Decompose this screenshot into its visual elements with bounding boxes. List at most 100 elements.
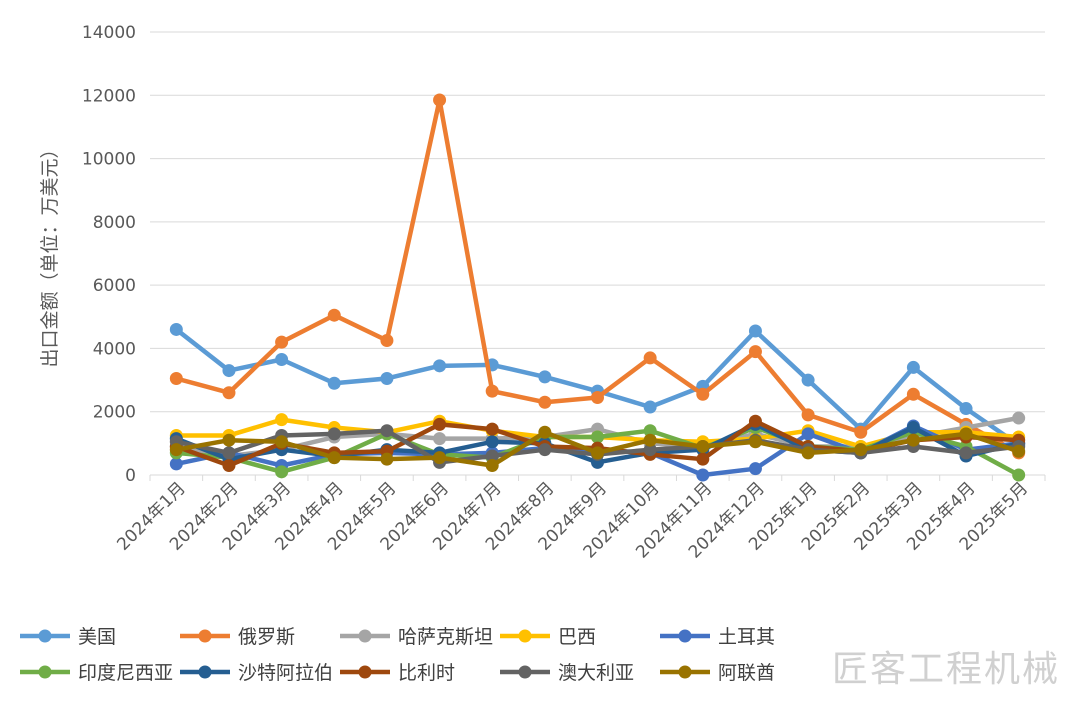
y-tick-label: 10000 — [82, 150, 136, 170]
data-point — [696, 452, 710, 466]
data-point — [169, 322, 183, 336]
legend-marker — [38, 665, 52, 679]
data-point — [169, 371, 183, 385]
data-point — [696, 468, 710, 482]
data-point — [169, 443, 183, 457]
data-point — [485, 459, 499, 473]
legend-marker — [358, 629, 372, 643]
data-point — [748, 462, 762, 476]
data-point — [643, 424, 657, 438]
data-point — [222, 386, 236, 400]
data-point — [801, 408, 815, 422]
data-point — [748, 414, 762, 428]
data-point — [380, 452, 394, 466]
data-point — [485, 384, 499, 398]
legend-label: 阿联酋 — [718, 662, 775, 684]
data-point — [433, 93, 447, 107]
data-point — [1012, 444, 1026, 458]
data-point — [327, 427, 341, 441]
data-point — [380, 334, 394, 348]
data-point — [696, 387, 710, 401]
y-tick-label: 8000 — [93, 213, 136, 233]
y-tick-label: 6000 — [93, 276, 136, 296]
data-point — [1012, 411, 1026, 425]
data-point — [591, 430, 604, 444]
data-point — [433, 451, 447, 465]
y-tick-label: 12000 — [82, 86, 136, 106]
legend-marker — [518, 665, 532, 679]
legend-label: 澳大利亚 — [558, 662, 634, 684]
data-point — [538, 395, 552, 409]
data-point — [906, 421, 920, 435]
legend-marker — [678, 629, 692, 643]
y-tick-label: 4000 — [93, 339, 136, 359]
data-point — [485, 449, 499, 463]
data-point — [222, 433, 236, 447]
data-point — [327, 451, 341, 465]
data-point — [643, 443, 657, 457]
data-point — [433, 432, 447, 446]
data-point — [591, 446, 604, 460]
legend-marker — [518, 629, 532, 643]
data-point — [748, 345, 762, 359]
data-point — [433, 359, 447, 373]
legend-marker — [38, 629, 52, 643]
data-point — [222, 446, 236, 460]
data-point — [906, 360, 920, 374]
data-point — [327, 308, 341, 322]
data-point — [222, 459, 236, 473]
data-point — [327, 376, 341, 390]
data-point — [275, 353, 289, 367]
data-point — [275, 465, 289, 479]
data-point — [485, 422, 499, 436]
data-point — [433, 417, 447, 431]
data-point — [538, 443, 552, 457]
data-point — [801, 446, 815, 460]
data-point — [275, 413, 289, 427]
y-tick-label: 2000 — [93, 403, 136, 423]
data-point — [275, 435, 289, 449]
legend-label: 印度尼西亚 — [78, 662, 173, 684]
data-point — [959, 446, 973, 460]
data-point — [485, 435, 499, 449]
data-point — [906, 387, 920, 401]
legend-label: 哈萨克斯坦 — [398, 626, 493, 648]
data-point — [801, 373, 815, 387]
data-point — [801, 427, 815, 441]
legend-label: 沙特阿拉伯 — [238, 662, 333, 684]
legend-label: 巴西 — [558, 626, 596, 648]
legend-marker — [198, 629, 212, 643]
data-point — [275, 335, 289, 349]
data-point — [643, 433, 657, 447]
data-point — [748, 324, 762, 338]
data-point — [222, 364, 236, 378]
data-point — [538, 425, 552, 439]
data-point — [959, 427, 973, 441]
data-point — [906, 433, 920, 447]
data-point — [538, 370, 552, 384]
data-point — [1012, 468, 1026, 482]
data-point — [643, 400, 657, 414]
data-point — [591, 390, 604, 404]
watermark-logo: 匠客工程机械 — [831, 649, 1060, 690]
legend-marker — [198, 665, 212, 679]
y-tick-label: 14000 — [82, 23, 136, 43]
data-point — [748, 435, 762, 449]
data-point — [696, 440, 710, 454]
data-point — [380, 424, 394, 438]
data-point — [643, 351, 657, 365]
legend-label: 比利时 — [398, 662, 455, 684]
y-axis-label: 出口金额（单位：万美元） — [39, 139, 61, 367]
legend-marker — [358, 665, 372, 679]
data-point — [854, 443, 868, 457]
data-point — [854, 425, 868, 439]
legend-label: 美国 — [78, 626, 116, 648]
legend-marker — [678, 665, 692, 679]
data-point — [169, 457, 183, 471]
data-point — [380, 371, 394, 385]
legend-label: 土耳其 — [718, 626, 775, 648]
y-tick-label: 0 — [125, 466, 136, 486]
legend-label: 俄罗斯 — [238, 626, 295, 648]
data-point — [959, 402, 973, 416]
